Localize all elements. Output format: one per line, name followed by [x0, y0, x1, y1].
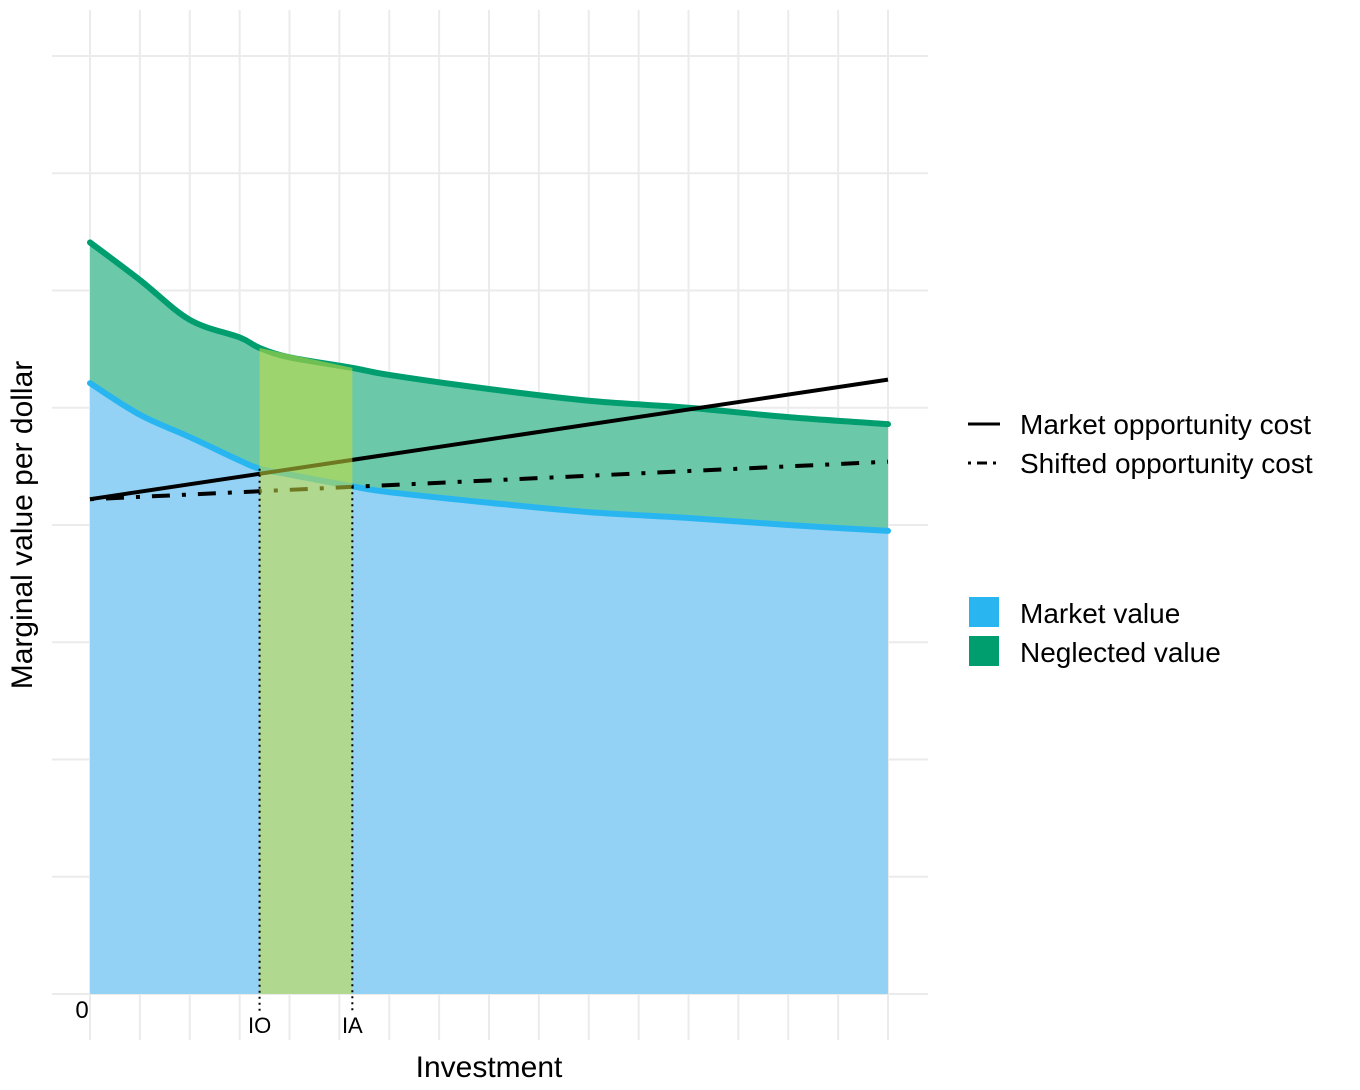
x-tick-label: IO: [248, 1013, 271, 1038]
y-axis-label: Marginal value per dollar: [6, 361, 39, 690]
legend-market-value-swatch: [969, 597, 999, 627]
x-tick-label: 0: [75, 997, 88, 1024]
highlight-rect: [259, 347, 353, 994]
x-ticks: 0 IO IA: [75, 997, 363, 1038]
shifted-opportunity-cost-line: [89, 459, 889, 502]
lines: [87, 239, 891, 534]
highlight-band: [258, 347, 354, 1013]
market-opportunity-cost-line: [89, 377, 889, 502]
legend-label: Market opportunity cost: [1020, 409, 1311, 440]
x-tick-label: IA: [342, 1013, 363, 1038]
market-value-line: [87, 380, 891, 534]
legend-label: Shifted opportunity cost: [1020, 448, 1313, 479]
legend: Market opportunity cost Shifted opportun…: [968, 409, 1313, 668]
legend-label: Neglected value: [1020, 637, 1221, 668]
neglected-value-line: [87, 239, 891, 428]
legend-label: Market value: [1020, 598, 1180, 629]
legend-neglected-value-swatch: [969, 636, 999, 666]
x-axis-label: Investment: [416, 1051, 563, 1084]
